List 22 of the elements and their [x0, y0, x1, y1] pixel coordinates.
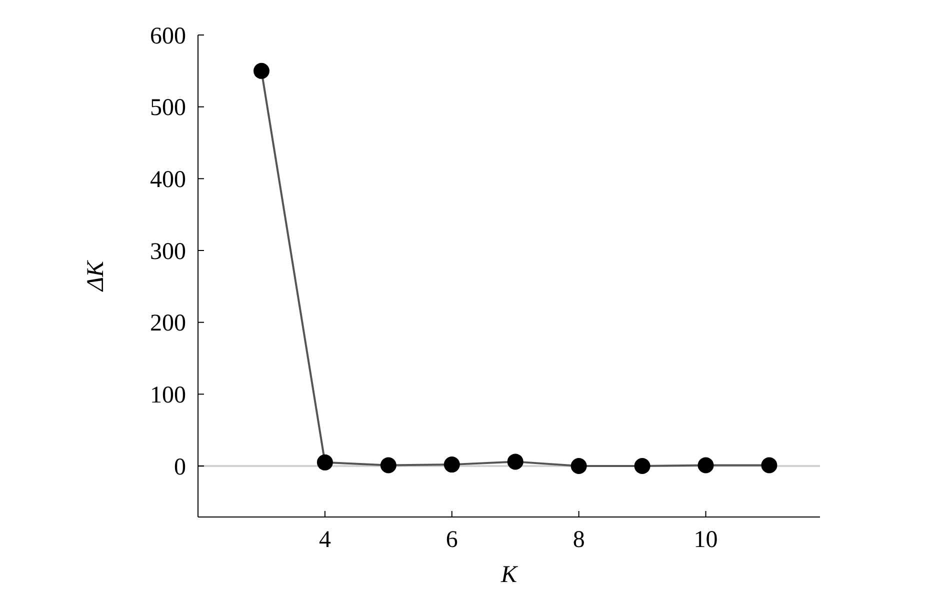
point [761, 457, 778, 474]
y-tick-label: 300 [150, 238, 186, 265]
x-tick-label: 10 [694, 527, 718, 553]
point [570, 458, 587, 474]
point [507, 454, 524, 470]
point [444, 456, 460, 473]
x-tick-label: 6 [446, 527, 458, 553]
y-tick-label: 400 [150, 167, 186, 194]
x-tick-label: 8 [572, 527, 585, 553]
point [316, 454, 333, 470]
y-tick-label: 200 [150, 310, 186, 337]
point [634, 458, 650, 474]
y-tick-label: 600 [150, 23, 186, 50]
point [253, 62, 270, 79]
y-tick-label: 100 [150, 382, 186, 409]
y-tick-label: 0 [174, 454, 186, 480]
x-tick-label: 4 [318, 527, 331, 553]
y-axis-title: ΔK [83, 258, 109, 292]
x-axis-title: K [500, 562, 519, 588]
y-tick-label: 500 [150, 95, 186, 122]
point [380, 457, 396, 474]
point [698, 457, 714, 474]
